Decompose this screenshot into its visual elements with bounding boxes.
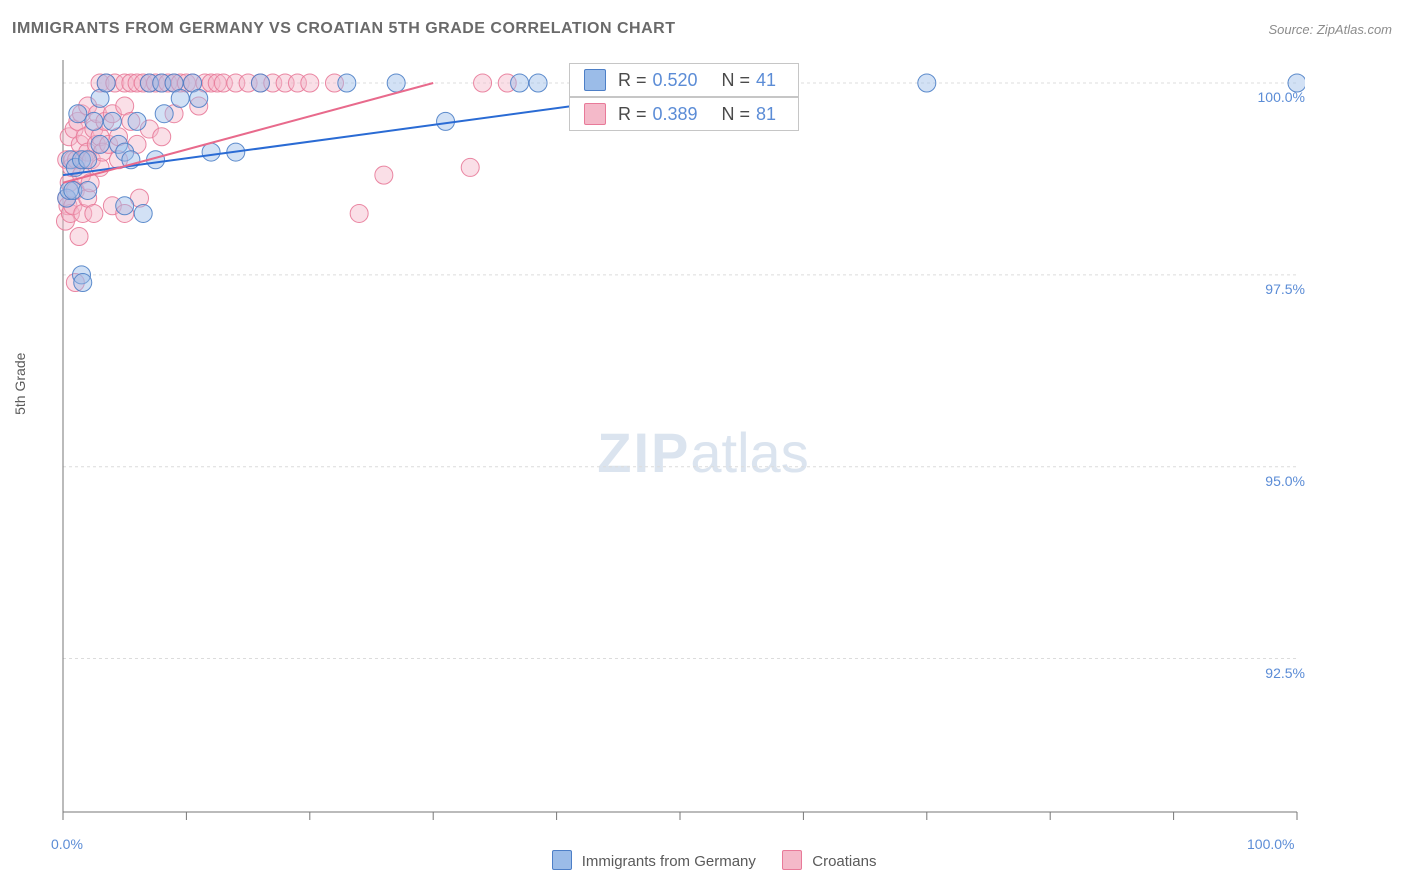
y-tick-label: 92.5% (1235, 665, 1305, 681)
stat-box-series-2: R = 0.389 N = 81 (569, 97, 799, 131)
y-tick-label: 97.5% (1235, 281, 1305, 297)
stat-r-value-2: 0.389 (652, 104, 697, 125)
scatter-plot (55, 55, 1305, 830)
x-tick-label: 100.0% (1247, 836, 1294, 852)
source-attribution: Source: ZipAtlas.com (1268, 22, 1392, 37)
legend-swatch-1 (552, 850, 572, 870)
stat-swatch-1 (584, 69, 606, 91)
legend-label-1: Immigrants from Germany (582, 853, 756, 870)
stat-r-label: R = (618, 70, 647, 91)
stat-n-value-1: 41 (756, 70, 776, 91)
stat-n-value-2: 81 (756, 104, 776, 125)
legend-swatch-2 (782, 850, 802, 870)
legend: Immigrants from Germany Croatians (0, 850, 1406, 870)
x-tick-label: 0.0% (51, 836, 83, 852)
chart-title: IMMIGRANTS FROM GERMANY VS CROATIAN 5TH … (12, 20, 676, 38)
stat-box-series-1: R = 0.520 N = 41 (569, 63, 799, 97)
stat-n-label: N = (722, 70, 751, 91)
stat-swatch-2 (584, 103, 606, 125)
stat-r-value-1: 0.520 (652, 70, 697, 91)
y-tick-label: 100.0% (1235, 89, 1305, 105)
stat-r-label: R = (618, 104, 647, 125)
y-axis-label: 5th Grade (12, 353, 28, 415)
legend-label-2: Croatians (812, 853, 876, 870)
stat-n-label: N = (722, 104, 751, 125)
y-tick-label: 95.0% (1235, 473, 1305, 489)
